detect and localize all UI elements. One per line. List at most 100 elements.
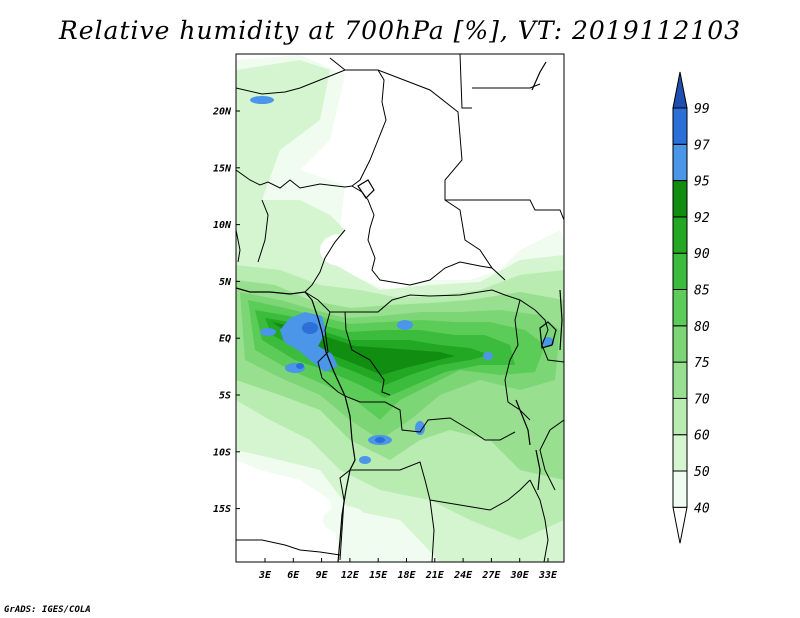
colorbar-segment xyxy=(672,397,688,436)
border-drc-sudan xyxy=(429,289,536,311)
lon-tick-label: 18E xyxy=(397,570,416,581)
lon-tick-label: 30E xyxy=(510,570,530,581)
rh-dry-spots xyxy=(320,234,367,534)
colorbar-label: 90 xyxy=(694,247,710,262)
colorbar-label: 80 xyxy=(694,320,710,335)
colorbar-label: 60 xyxy=(694,429,710,444)
map-frame xyxy=(235,53,565,563)
colorbar: 40 50 60 70 75 80 85 90 92 95 97 99 xyxy=(672,71,710,544)
border-zambia-angola xyxy=(350,461,435,562)
colorbar-segment xyxy=(672,470,688,508)
rh-97-cores xyxy=(296,322,385,443)
border-cameroon-car xyxy=(304,291,431,313)
colorbar-label: 75 xyxy=(694,356,710,371)
lat-tick-label: 10N xyxy=(213,220,232,231)
rh-95-patch-drc-north xyxy=(397,320,413,330)
lat-tick-label: 5N xyxy=(219,277,232,288)
lon-tick-label: 15E xyxy=(369,570,388,581)
border-sudan-south xyxy=(445,199,564,221)
lat-tick-label: 15S xyxy=(213,504,231,515)
rh-95-patch-angola-south xyxy=(359,456,371,464)
border-egypt-sudan xyxy=(472,83,541,89)
rh-95-patch-east xyxy=(483,352,493,360)
longitude-labels: 3E 6E 9E 12E 15E 18E 21E 24E 27E 30E 33E xyxy=(258,570,558,581)
colorbar-label: 99 xyxy=(694,102,710,117)
colorbar-segment xyxy=(672,289,688,327)
border-drc-east xyxy=(504,299,531,421)
lat-tick-label: 10S xyxy=(213,447,231,458)
map-area: 3E 6E 9E 12E 15E 18E 21E 24E 27E 30E 33E 20N 15N 10N… xyxy=(212,53,565,581)
axis-tick-marks xyxy=(236,110,549,562)
lon-tick-label: 12E xyxy=(341,570,360,581)
map-title: Relative humidity at 700hPa [%], VT: 201… xyxy=(58,16,742,45)
border-congo-drc xyxy=(344,311,391,396)
border-niger-algeria xyxy=(236,69,387,187)
border-algeria-north xyxy=(329,57,346,71)
lon-tick-label: 6E xyxy=(287,570,300,581)
rh-95-patch-south xyxy=(415,421,425,435)
border-chad-car xyxy=(351,185,493,286)
lon-tick-label: 21E xyxy=(425,570,445,581)
border-zambia-zimbabwe xyxy=(429,479,531,511)
lat-tick-label: 20N xyxy=(212,107,232,118)
lat-tick-label: 15N xyxy=(213,163,232,174)
dry-spot-namibia xyxy=(323,506,367,534)
border-ghana-togo xyxy=(236,229,241,263)
border-uganda-kenya xyxy=(534,309,564,363)
atlantic-coastline xyxy=(236,287,356,562)
lake-chad xyxy=(357,179,375,199)
border-angola-namibia xyxy=(339,469,351,561)
colorbar-segment xyxy=(672,361,688,399)
lat-tick-label: 5S xyxy=(219,391,231,402)
colorbar-segment xyxy=(672,143,688,182)
rh-97-core-b xyxy=(296,363,304,369)
colorbar-label: 70 xyxy=(694,392,710,407)
colorbar-segment xyxy=(672,434,688,472)
lake-victoria xyxy=(539,321,557,349)
colorbar-segment xyxy=(672,107,688,145)
rh-95-patch-lakes xyxy=(542,337,554,347)
colorbar-label: 95 xyxy=(694,175,710,190)
lake-tanganyika xyxy=(515,399,531,446)
coastlines xyxy=(236,61,563,562)
lon-tick-label: 9E xyxy=(316,570,329,581)
rh-97-core-a xyxy=(302,322,318,334)
east-coast xyxy=(559,289,563,351)
grads-credit: GrADS: IGES/COLA xyxy=(4,605,91,615)
colorbar-min-triangle xyxy=(672,506,688,544)
border-south xyxy=(236,539,341,556)
colorbar-label: 40 xyxy=(694,501,710,516)
colorbar-label: 85 xyxy=(694,284,710,299)
colorbar-max-triangle xyxy=(672,71,688,109)
border-nigeria-cameroon xyxy=(304,229,346,293)
border-mozambique xyxy=(529,479,549,562)
red-sea-coast xyxy=(531,61,547,91)
lon-tick-label: 27E xyxy=(481,570,501,581)
dry-spot-chad xyxy=(320,234,360,266)
political-borders xyxy=(236,54,564,562)
lon-tick-label: 3E xyxy=(258,570,272,581)
colorbar-segment xyxy=(672,216,688,254)
border-congo-gabon xyxy=(317,311,346,397)
colorbar-label: 50 xyxy=(694,465,710,480)
border-libya-egypt xyxy=(459,54,472,109)
colorbar-segment xyxy=(672,252,688,290)
humidity-fill xyxy=(236,55,564,562)
colorbar-label: 97 xyxy=(694,138,710,153)
lon-tick-label: 24E xyxy=(453,570,473,581)
border-mali-niger xyxy=(236,169,353,189)
colorbar-segment xyxy=(672,180,688,218)
lon-tick-label: 33E xyxy=(538,570,558,581)
rh-95-patch-coast xyxy=(260,328,276,336)
colorbar-label: 92 xyxy=(694,211,710,226)
border-angola-drc xyxy=(344,395,516,441)
border-benin-nigeria xyxy=(257,199,269,263)
border-tanzania xyxy=(539,419,564,491)
rh-95-patch-sahara xyxy=(250,96,274,104)
latitude-labels: 20N 15N 10N 5N EQ 5S 10S 15S xyxy=(212,107,232,516)
lake-malawi xyxy=(535,449,541,491)
lat-tick-label: EQ xyxy=(219,334,231,345)
rh-97-core-c xyxy=(375,437,385,443)
colorbar-segment xyxy=(672,325,688,363)
